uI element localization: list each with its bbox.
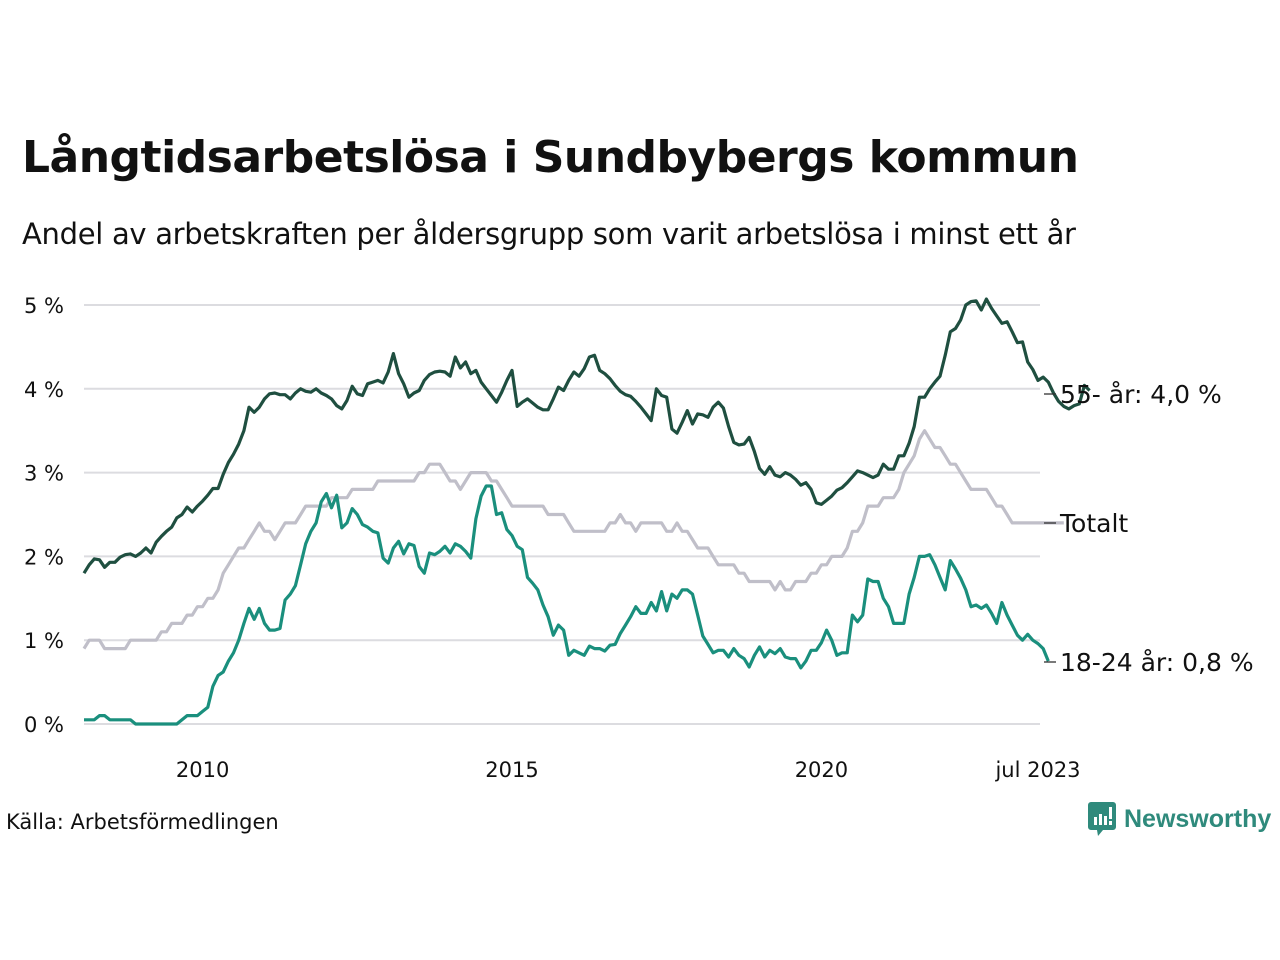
end-label: 18-24 år: 0,8 % [1060, 648, 1254, 677]
chart-title: Långtidsarbetslösa i Sundbybergs kommun [22, 132, 1079, 183]
source-note: Källa: Arbetsförmedlingen [6, 810, 279, 834]
end-label: 55- år: 4,0 % [1060, 380, 1222, 409]
newsworthy-logo[interactable]: Newsworthy [1088, 802, 1271, 836]
x-tick-label: 2015 [485, 758, 538, 782]
x-axis: 2010 2015 2020 jul 2023 [176, 758, 1081, 782]
series-line-totalt [82, 429, 1064, 651]
y-tick-label: 2 % [24, 545, 64, 569]
chart-subtitle: Andel av arbetskraften per åldersgrupp s… [22, 217, 1076, 251]
y-tick-label: 3 % [24, 462, 64, 486]
series-end-labels: Totalt 18-24 år: 0,8 % 55- år: 4,0 % [1044, 380, 1254, 677]
brand-name: Newsworthy [1124, 804, 1272, 833]
end-label: Totalt [1059, 509, 1128, 538]
bar-chart-speech-bubble-icon [1088, 802, 1116, 836]
series-line-55-r [82, 297, 1091, 575]
x-tick-label: jul 2023 [994, 758, 1080, 782]
x-tick-label: 2020 [795, 758, 848, 782]
series-line-18-24-r [84, 484, 1050, 726]
x-tick-label: 2010 [176, 758, 229, 782]
series-lines [82, 297, 1091, 726]
y-axis: 0 % 1 % 2 % 3 % 4 % 5 % [24, 294, 64, 737]
y-tick-label: 0 % [24, 713, 64, 737]
y-tick-label: 5 % [24, 294, 64, 318]
y-tick-label: 1 % [24, 629, 64, 653]
y-tick-label: 4 % [24, 378, 64, 402]
